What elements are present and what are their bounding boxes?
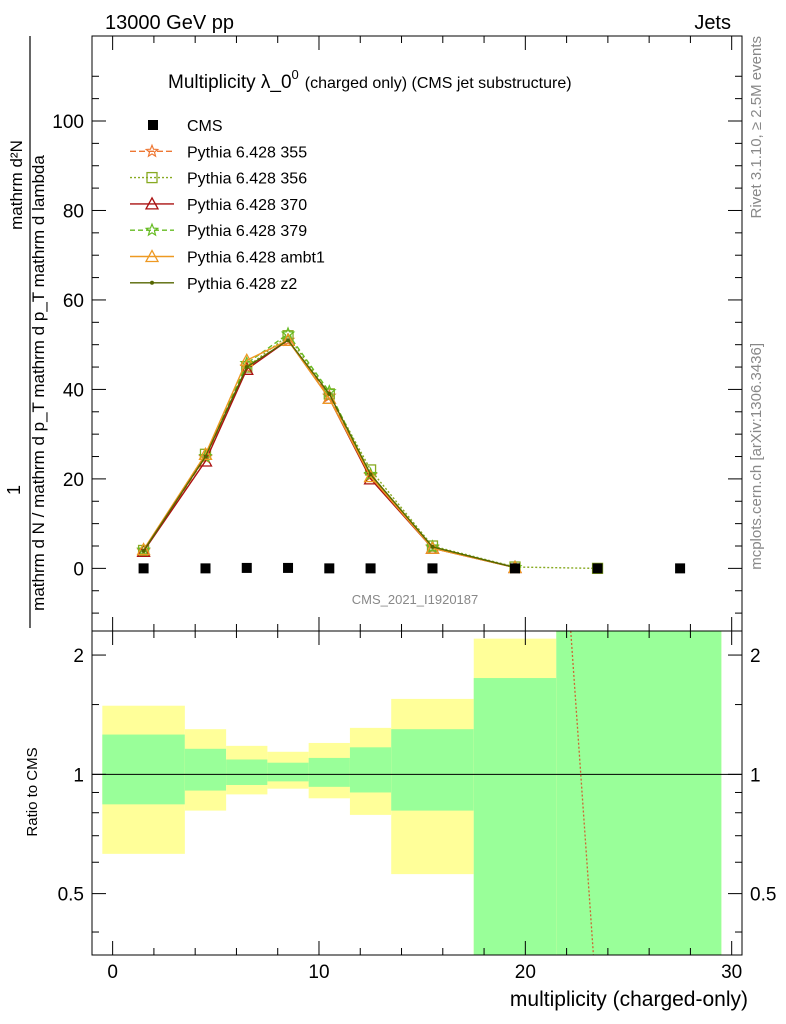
ratio-y-tick-label: 0.5 [58, 885, 84, 906]
series-line [143, 339, 516, 569]
series-point [141, 548, 146, 553]
y-tick-label: 40 [63, 380, 84, 401]
legend-label: Pythia 6.428 355 [187, 144, 307, 161]
x-tick-label: 0 [107, 962, 118, 983]
legend-label: CMS [187, 118, 223, 135]
main-y-label: 1 mathrm d N / mathrm d p_T mathrm d p_T… [4, 36, 48, 628]
y-tick-label: 0 [73, 559, 84, 580]
series-2 [136, 332, 523, 574]
x-tick-label: 10 [308, 962, 329, 983]
header-right: Jets [694, 12, 731, 34]
series-point [368, 472, 373, 477]
ylabel-denominator: mathrm d N / mathrm d p_T mathrm d p_T m… [29, 155, 48, 611]
series-5 [141, 338, 518, 570]
series-point [203, 454, 208, 459]
legend-marker [146, 171, 158, 184]
watermark: CMS_2021_I1920187 [352, 592, 479, 607]
legend-marker [144, 143, 160, 158]
series-point [244, 365, 249, 370]
mcplots-label: mcplots.cern.ch [arXiv:1306.3436] [748, 343, 765, 570]
cms-points [138, 562, 686, 574]
ratio-band-green [226, 759, 268, 785]
ratio-band-green [391, 729, 474, 811]
main-y-axis: 0 20 40 60 80 100 [52, 75, 742, 614]
cms-point [324, 563, 335, 574]
series-4 [136, 332, 523, 574]
series-line [143, 339, 516, 569]
ratio-y-tick-label-right: 1 [750, 765, 761, 786]
legend-label: Pythia 6.428 z2 [187, 276, 297, 293]
series-point [198, 446, 213, 460]
legend-label: Pythia 6.428 379 [187, 223, 307, 240]
legend-marker [144, 196, 160, 210]
legend-label: Pythia 6.428 ambt1 [187, 250, 325, 267]
series-line [143, 332, 516, 569]
x-tick-label: 20 [515, 962, 536, 983]
series-3 [136, 326, 523, 574]
legend-label: Pythia 6.428 356 [187, 171, 307, 188]
ratio-band-green [349, 747, 392, 793]
series-line [143, 339, 516, 569]
ratio-y-tick-label: 1 [73, 765, 84, 786]
cms-point [510, 563, 521, 574]
ratio-band-green [473, 678, 557, 955]
series-point [363, 469, 378, 483]
series-point [430, 544, 435, 549]
cms-point [592, 563, 603, 574]
ratio-bands [102, 631, 722, 955]
ratio-y-axis: 0.5 0.5 1 1 2 2 [58, 646, 776, 933]
legend-cms-marker [148, 120, 158, 130]
cms-point [365, 563, 376, 574]
cms-point [138, 563, 149, 574]
ylabel-one: 1 [4, 485, 24, 495]
series-point [136, 542, 151, 556]
y-tick-label: 80 [63, 201, 84, 222]
cms-point [427, 563, 438, 574]
ratio-plot: 0.5 0.5 1 1 2 2 0 10 20 30 [58, 630, 776, 983]
series-0 [136, 332, 523, 574]
header-left: 13000 GeV pp [105, 12, 234, 34]
main-x-axis [112, 36, 733, 631]
legend-marker [144, 222, 160, 237]
ylabel-numerator: mathrm d²N [7, 140, 26, 230]
legend-marker [144, 249, 160, 263]
series-point [425, 539, 440, 554]
ratio-band-green [102, 734, 185, 805]
series-point [280, 332, 296, 346]
legend-marker [150, 280, 154, 285]
y-tick-label: 100 [52, 112, 84, 133]
main-plot: 0 20 40 60 80 100 [52, 35, 743, 632]
ratio-y-tick-label: 2 [73, 646, 84, 667]
ratio-band-green [308, 757, 350, 787]
x-axis-label: multiplicity (charged-only) [510, 988, 748, 1011]
ratio-y-tick-label-right: 2 [750, 646, 761, 667]
rivet-label: Rivet 3.1.10, ≥ 2.5M events [748, 36, 765, 219]
series-line [143, 339, 516, 569]
ratio-band-green [184, 748, 227, 791]
cms-point [200, 563, 211, 574]
cms-point [241, 562, 252, 573]
legend: CMS Pythia 6.428 355 Pythia 6.428 356 Pythi… [130, 118, 325, 293]
ratio-x-axis: 0 10 20 30 [107, 631, 742, 983]
x-tick-label: 30 [721, 962, 742, 983]
series-point [286, 338, 291, 343]
y-tick-label: 60 [63, 291, 84, 312]
series-point [327, 391, 332, 396]
cms-point [283, 562, 294, 573]
ratio-y-label: Ratio to CMS [24, 747, 41, 836]
series-point [322, 391, 337, 405]
y-tick-label: 20 [63, 470, 84, 491]
ratio-y-tick-label-right: 0.5 [750, 885, 776, 906]
cms-point [675, 563, 686, 574]
legend-label: Pythia 6.428 370 [187, 197, 307, 214]
main-series [136, 326, 604, 575]
ratio-band-green [267, 762, 309, 782]
ratio-frame [91, 630, 743, 956]
series-line [143, 334, 598, 570]
chart-title: Multiplicity λ_00(charged only) (CMS jet… [168, 67, 572, 93]
series-point [280, 326, 296, 341]
ratio-band-green [556, 631, 722, 955]
